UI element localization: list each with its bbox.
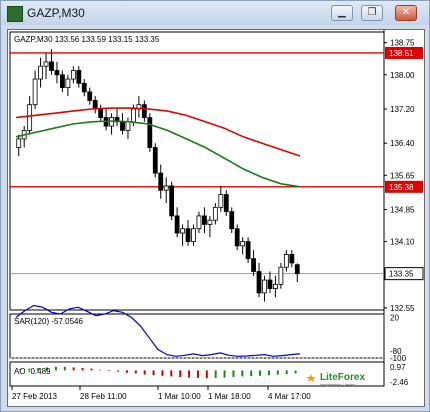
price-panel-frame — [9, 31, 385, 311]
candle-body — [76, 70, 82, 84]
candle-body — [273, 283, 278, 290]
candle-body — [218, 194, 224, 208]
candle-body — [49, 61, 54, 71]
candle-body — [251, 258, 256, 272]
price-tick-label: 134.10 — [390, 238, 415, 247]
time-label: 1 Mar 10:00 — [158, 392, 201, 401]
indicator1-line — [15, 304, 301, 357]
indicator1-label: SAR(120) -57.0546 — [14, 317, 83, 326]
candle-body — [234, 228, 240, 247]
price-tick-label: 138.75 — [390, 39, 415, 48]
indicator1-tick-label: -100 — [390, 354, 407, 363]
indicator1-panel-frame — [9, 313, 385, 359]
price-tick-label: 137.20 — [390, 105, 415, 114]
candle-body — [70, 70, 76, 80]
minimize-button[interactable]: ▁ — [331, 5, 353, 21]
candle-body — [81, 82, 87, 93]
indicator2-panel-frame — [9, 361, 385, 387]
candle-body — [87, 91, 93, 101]
candle-body — [294, 264, 300, 275]
watermark-subtext: Investments Limited — [320, 382, 356, 387]
price-tick-label: 136.40 — [390, 139, 415, 148]
candle-body — [256, 271, 262, 294]
watermark-text: LiteForex — [320, 372, 365, 383]
indicator2-label: AO -0.489 — [14, 367, 51, 376]
candle-body — [262, 279, 267, 294]
candle-body — [27, 104, 33, 131]
candle-body — [169, 185, 175, 217]
hline-price-label: 135.38 — [389, 183, 414, 192]
candle-body — [131, 108, 136, 123]
hline-price-tag — [385, 46, 423, 59]
candle-body — [98, 108, 104, 118]
chart-icon — [7, 6, 23, 22]
candle-body — [152, 147, 158, 174]
hline-price-label: 138.51 — [389, 49, 414, 58]
candle-body — [196, 215, 202, 230]
candle-body — [202, 215, 207, 225]
candle-body — [65, 78, 71, 89]
price-tick-label: 134.85 — [390, 205, 415, 214]
candle-body — [191, 228, 196, 242]
indicator2-tick-label: 0.97 — [390, 363, 406, 372]
candle-body — [229, 211, 235, 230]
candle-body — [278, 266, 284, 285]
candle-body — [32, 78, 38, 106]
candle-body — [38, 65, 43, 80]
candle-body — [245, 241, 251, 260]
moving-average-red — [15, 107, 301, 157]
candle-body — [43, 61, 49, 67]
candle-body — [60, 74, 65, 88]
candle-body — [212, 206, 218, 221]
price-tick-label: 138.00 — [390, 71, 415, 80]
candle-body — [147, 117, 153, 148]
symbol-ohlc-label: GAZP,M30 133.56 133.59 133.15 133.35 — [14, 35, 160, 44]
candle-body — [207, 219, 213, 225]
candle-body — [54, 70, 60, 76]
candle-body — [174, 215, 180, 234]
candle-body — [180, 228, 185, 234]
hline-price-tag — [385, 180, 423, 193]
indicator1-tick-label: -80 — [390, 347, 402, 356]
candle-body — [240, 241, 246, 247]
candle-body — [141, 104, 147, 118]
time-label: 27 Feb 2013 — [12, 392, 57, 401]
time-label: 1 Mar 18:00 — [208, 392, 251, 401]
price-tick-label: 132.55 — [390, 304, 415, 313]
indicator2-tick-label: -2.46 — [390, 378, 409, 387]
restore-button[interactable]: ❐ — [361, 5, 383, 21]
logo-star-icon — [306, 374, 316, 382]
candle-body — [267, 279, 273, 290]
time-label: 28 Feb 11:00 — [80, 392, 127, 401]
current-price-tag — [384, 267, 424, 281]
candle-body — [158, 172, 164, 191]
candle-body — [16, 138, 22, 148]
candle-body — [185, 228, 191, 242]
price-tick-label: 135.65 — [390, 171, 415, 180]
title-bar[interactable]: GAZP,M30 ▁ ❐ ✕ — [1, 1, 429, 25]
candle-body — [163, 185, 169, 191]
chart-area[interactable]: 138.75 138.00 137.20 136.40 135.65 134.85 134.… — [7, 29, 425, 407]
window-title: GAZP,M30 — [27, 6, 85, 20]
time-label: 4 Mar 17:00 — [268, 392, 311, 401]
close-button[interactable]: ✕ — [395, 5, 417, 21]
candle-body — [223, 194, 229, 213]
indicator1-tick-label: 20 — [390, 313, 399, 322]
price-chart[interactable]: 138.75 138.00 137.20 136.40 135.65 134.85 134.… — [8, 30, 424, 406]
candle-body — [283, 253, 289, 268]
candle-body — [120, 121, 125, 131]
candle-body — [125, 121, 131, 131]
moving-average-green — [15, 120, 301, 188]
current-price-label: 133.35 — [389, 270, 414, 279]
candle-body — [92, 100, 98, 110]
candle-body — [289, 253, 295, 264]
